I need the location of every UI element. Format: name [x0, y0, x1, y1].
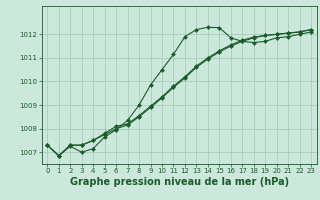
X-axis label: Graphe pression niveau de la mer (hPa): Graphe pression niveau de la mer (hPa) [70, 177, 289, 187]
